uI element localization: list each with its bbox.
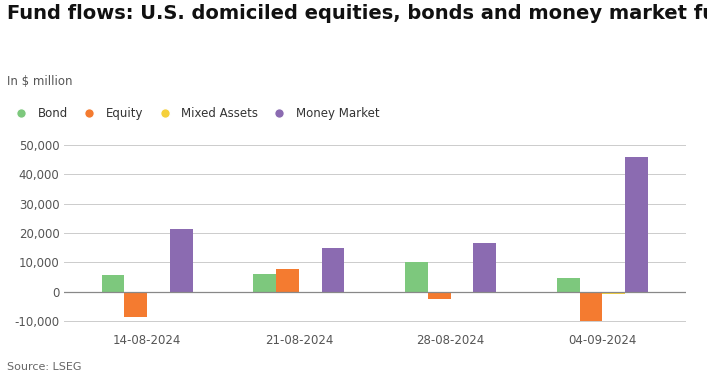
Bar	[450, 292, 474, 293]
Bar	[625, 157, 648, 292]
Bar	[474, 243, 496, 292]
Text: Source: LSEG: Source: LSEG	[7, 362, 81, 372]
Legend: Bond, Equity, Mixed Assets, Money Market: Bond, Equity, Mixed Assets, Money Market	[9, 108, 380, 120]
Bar	[253, 274, 276, 292]
Bar	[557, 278, 580, 292]
Text: In $ million: In $ million	[7, 75, 73, 88]
Bar	[405, 262, 428, 292]
Bar	[602, 292, 625, 294]
Bar	[102, 275, 124, 292]
Text: Fund flows: U.S. domiciled equities, bonds and money market funds: Fund flows: U.S. domiciled equities, bon…	[7, 4, 707, 23]
Bar	[124, 292, 147, 317]
Bar	[147, 292, 170, 293]
Bar	[276, 269, 299, 292]
Bar	[322, 248, 344, 292]
Bar	[170, 229, 192, 292]
Bar	[580, 292, 602, 321]
Bar	[299, 292, 322, 293]
Bar	[428, 292, 450, 299]
